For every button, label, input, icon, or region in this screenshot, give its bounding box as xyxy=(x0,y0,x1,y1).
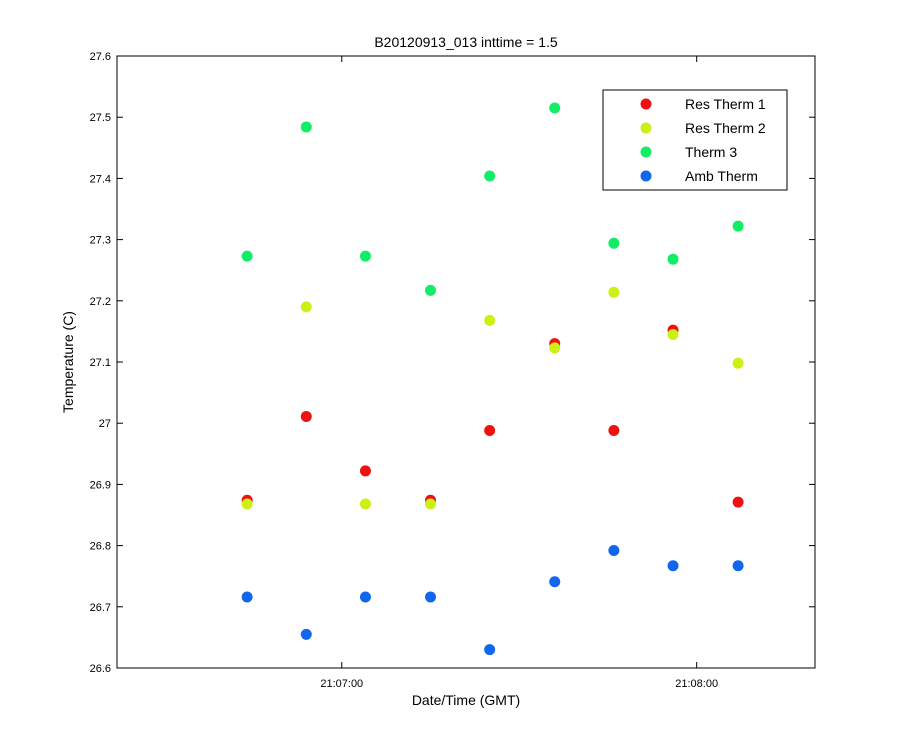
chart-title: B20120913_013 inttime = 1.5 xyxy=(374,34,558,50)
data-point xyxy=(484,644,496,656)
y-axis-label: Temperature (C) xyxy=(60,311,76,413)
y-tick-label: 27 xyxy=(99,418,111,430)
series-amb-therm xyxy=(241,544,744,656)
data-point xyxy=(241,498,253,510)
y-tick-label: 27.6 xyxy=(90,51,111,63)
y-tick-label: 26.6 xyxy=(90,663,111,675)
data-point xyxy=(608,237,620,249)
data-point xyxy=(549,576,561,588)
data-point xyxy=(608,425,620,437)
y-axis-ticks: 26.6 26.7 26.8 26.9 27 27.1 27.2 27.3 27.4 27.5 27… xyxy=(90,51,815,675)
data-point xyxy=(549,342,561,354)
data-point xyxy=(359,250,371,262)
data-point xyxy=(667,328,679,340)
data-points xyxy=(241,102,744,656)
data-point xyxy=(300,628,312,640)
data-point xyxy=(425,284,437,296)
legend-label: Res Therm 2 xyxy=(685,120,766,136)
data-point xyxy=(425,498,437,510)
y-tick-label: 26.9 xyxy=(90,479,111,491)
data-point xyxy=(732,560,744,572)
data-point xyxy=(241,250,253,262)
x-tick-label: 21:08:00 xyxy=(675,678,718,690)
legend-marker xyxy=(640,146,652,158)
y-tick-label: 27.5 xyxy=(90,112,111,124)
data-point xyxy=(359,591,371,603)
series-res-therm-2 xyxy=(241,286,744,510)
data-point xyxy=(732,220,744,232)
x-axis-label: Date/Time (GMT) xyxy=(412,692,520,708)
data-point xyxy=(732,496,744,508)
x-axis-ticks: 21:07:00 21:08:00 xyxy=(320,56,718,690)
legend-box xyxy=(602,89,788,191)
data-point xyxy=(300,121,312,133)
y-tick-label: 27.3 xyxy=(90,235,111,247)
data-point xyxy=(425,591,437,603)
data-point xyxy=(732,357,744,369)
data-point xyxy=(300,410,312,422)
series-therm-3 xyxy=(241,102,744,296)
data-point xyxy=(667,253,679,265)
legend: Res Therm 1 Res Therm 2 Therm 3 Amb Therm xyxy=(602,89,788,191)
legend-label: Amb Therm xyxy=(685,168,758,184)
legend-marker xyxy=(640,122,652,134)
y-tick-label: 27.1 xyxy=(90,357,111,369)
legend-marker xyxy=(640,170,652,182)
legend-label: Res Therm 1 xyxy=(685,96,766,112)
legend-marker xyxy=(640,98,652,110)
data-point xyxy=(484,425,496,437)
y-tick-label: 26.7 xyxy=(90,602,111,614)
data-point xyxy=(608,286,620,298)
data-point xyxy=(241,591,253,603)
y-tick-label: 26.8 xyxy=(90,541,111,553)
data-point xyxy=(484,170,496,182)
x-tick-label: 21:07:00 xyxy=(320,678,363,690)
y-tick-label: 27.4 xyxy=(90,173,111,185)
data-point xyxy=(667,560,679,572)
data-point xyxy=(359,465,371,477)
legend-label: Therm 3 xyxy=(685,144,737,160)
data-point xyxy=(300,301,312,313)
data-point xyxy=(549,102,561,114)
y-tick-label: 27.2 xyxy=(90,296,111,308)
data-point xyxy=(359,498,371,510)
data-point xyxy=(484,314,496,326)
data-point xyxy=(608,544,620,556)
